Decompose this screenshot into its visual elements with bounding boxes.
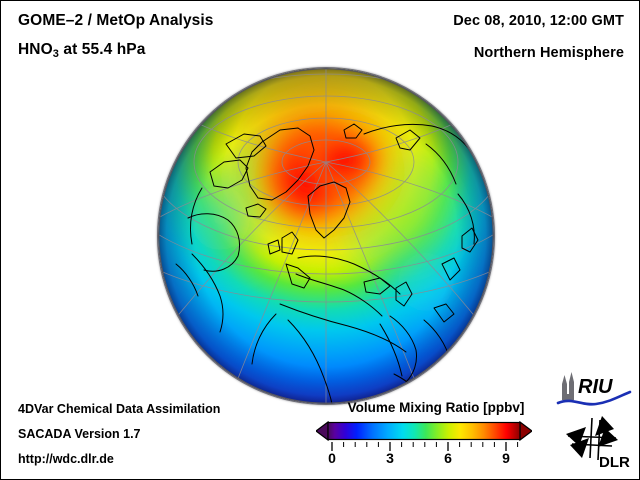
riu-logo-svg: RIU [556,372,632,406]
date-time-label: Dec 08, 2010, 12:00 GMT [453,13,624,29]
colorbar-right-arrow [519,420,533,442]
scalar-field-layer [158,68,494,404]
species-level-title: HNO3 at 55.4 hPa [18,41,145,60]
colorbar-label-9: 9 [502,450,510,466]
hemisphere-label: Northern Hemisphere [473,45,624,61]
riu-logo: RIU [556,370,632,410]
colorbar-label-3: 3 [386,450,394,466]
colorbar-tick-marks [316,441,532,453]
species-name: HNO [18,41,53,58]
colorbar-label-6: 6 [444,450,452,466]
colorbar-ticks-svg [331,442,519,451]
globe-outline [158,68,494,404]
pressure-level-text: at 55.4 hPa [58,41,146,58]
dlr-logo: DLR [562,414,636,471]
orthographic-globe [158,68,494,404]
credit-line-url[interactable]: http://wdc.dlr.de [18,452,114,466]
colorbar-left-arrow [315,420,329,442]
riu-cathedral-icon [562,372,574,400]
credit-line-version: SACADA Version 1.7 [18,427,141,441]
dlr-star-icon [566,416,618,461]
species-subscript: 3 [52,48,59,60]
dlr-wordmark: DLR [599,454,630,470]
colorbar-label-0: 0 [328,450,336,466]
dlr-logo-svg: DLR [566,416,630,471]
riu-wave-icon [556,390,632,406]
globe-map-container [158,68,494,404]
credit-line-assimilation: 4DVar Chemical Data Assimilation [18,402,221,416]
colorbar [315,420,533,442]
page-title: GOME–2 / MetOp Analysis [18,12,214,29]
globe-svg [158,68,494,404]
colorbar-gradient [327,421,521,441]
colorbar-svg [315,420,533,442]
colorbar-title: Volume Mixing Ratio [ppbv] [347,400,525,415]
riu-wordmark: RIU [578,376,613,398]
coastline-layer [175,117,479,404]
